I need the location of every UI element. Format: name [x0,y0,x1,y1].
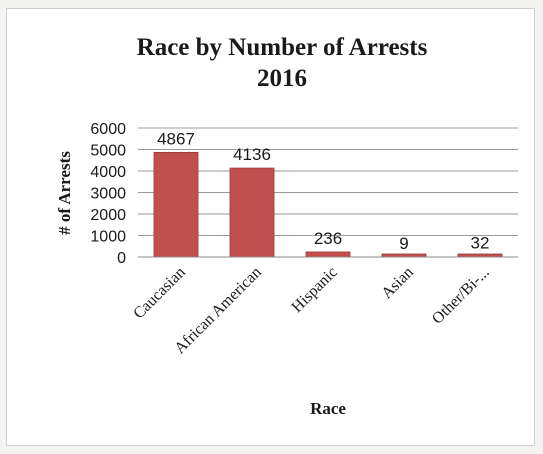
x-tick-label: Caucasian [130,264,189,323]
bar [229,167,275,258]
chart-title: Race by Number of Arrests [137,34,428,61]
bar-value-label: 32 [471,233,490,252]
y-tick-label: 5000 [90,143,126,160]
y-tick-label: 4000 [90,164,126,181]
bar [153,151,199,258]
x-axis-label: Race [310,399,346,418]
bar-value-label: 236 [314,229,342,248]
bar-value-label: 4136 [233,145,271,164]
data-labels: 4867 4136 236 9 32 [157,129,489,252]
y-tick-label: 3000 [90,186,126,203]
chart-subtitle: 2016 [257,65,307,92]
x-tick-label: Asian [378,264,416,302]
bars [153,151,503,258]
x-tick-label: Other/Bi-... [429,264,493,328]
y-tick-label: 0 [117,250,126,267]
gridlines [138,127,518,236]
y-tick-label: 1000 [90,229,126,246]
bar-value-label: 9 [399,234,408,253]
bar [305,251,351,258]
y-tick-label: 2000 [90,207,126,224]
y-axis-label: # of Arrests [55,151,74,235]
bar-value-label: 4867 [157,129,195,148]
x-tick-label: Hispanic [289,264,341,316]
y-axis-ticks: 0 1000 2000 3000 4000 5000 6000 [90,121,126,267]
y-tick-label: 6000 [90,121,126,138]
